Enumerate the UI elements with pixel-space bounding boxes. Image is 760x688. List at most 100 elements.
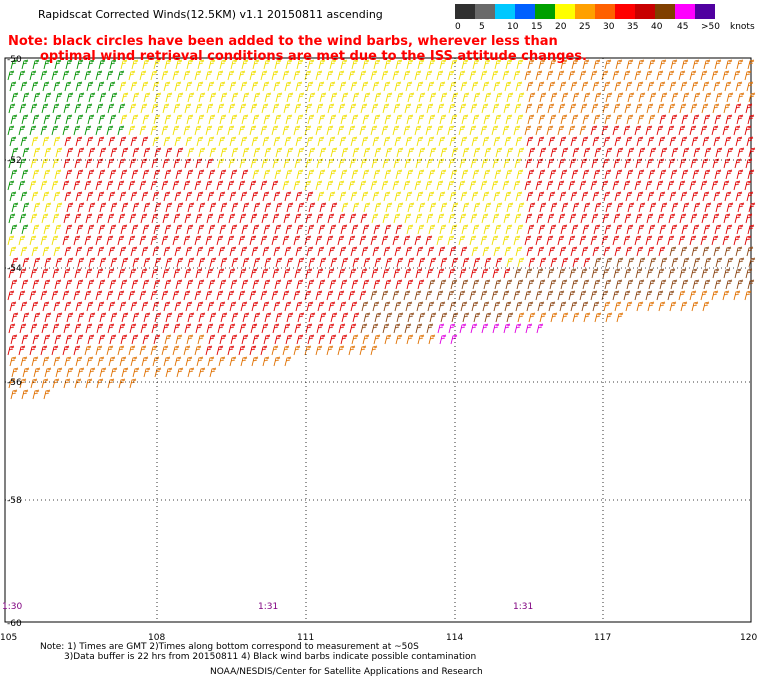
wind-barb bbox=[711, 125, 719, 136]
wind-barb bbox=[428, 59, 436, 70]
wind-barb bbox=[316, 323, 324, 334]
wind-barb bbox=[537, 246, 545, 257]
wind-barb bbox=[129, 378, 137, 389]
wind-barb bbox=[623, 70, 631, 81]
wind-barb bbox=[649, 92, 657, 103]
wind-barb bbox=[308, 257, 316, 268]
wind-barb bbox=[330, 147, 338, 158]
wind-barb bbox=[54, 59, 62, 70]
wind-barb bbox=[7, 70, 15, 81]
wind-barb bbox=[450, 114, 458, 125]
wind-barb bbox=[42, 301, 50, 312]
wind-barb bbox=[591, 268, 599, 279]
wind-barb bbox=[383, 191, 391, 202]
wind-barb bbox=[20, 246, 28, 257]
wind-barb bbox=[527, 279, 535, 290]
wind-barb bbox=[96, 158, 104, 169]
wind-barb bbox=[329, 279, 337, 290]
wind-barb bbox=[746, 136, 754, 147]
wind-barb bbox=[372, 136, 380, 147]
wind-barb bbox=[251, 356, 259, 367]
wind-barb bbox=[328, 136, 336, 147]
wind-barb bbox=[95, 70, 103, 81]
wind-barb bbox=[319, 147, 327, 158]
wind-barb bbox=[724, 136, 732, 147]
wind-barb bbox=[425, 70, 433, 81]
colorbar-label: 5 bbox=[479, 22, 485, 32]
wind-barb bbox=[9, 301, 17, 312]
wind-barb bbox=[692, 224, 700, 235]
wind-barb bbox=[625, 246, 633, 257]
wind-barb bbox=[317, 246, 325, 257]
wind-barb bbox=[251, 81, 259, 92]
wind-barb bbox=[473, 312, 481, 323]
wind-barb bbox=[143, 202, 151, 213]
wind-barb bbox=[198, 367, 206, 378]
wind-barb bbox=[184, 103, 192, 114]
wind-barb bbox=[316, 103, 324, 114]
wind-barb bbox=[439, 59, 447, 70]
wind-barb bbox=[460, 191, 468, 202]
wind-barb bbox=[154, 312, 162, 323]
wind-barb bbox=[293, 180, 301, 191]
wind-barb bbox=[548, 136, 556, 147]
wind-barb bbox=[271, 180, 279, 191]
wind-barb bbox=[86, 136, 94, 147]
wind-barb bbox=[121, 202, 129, 213]
wind-barb bbox=[338, 213, 346, 224]
wind-barb bbox=[22, 92, 30, 103]
wind-barb bbox=[526, 301, 534, 312]
wind-barb bbox=[480, 125, 488, 136]
wind-barb bbox=[569, 213, 577, 224]
wind-barb bbox=[315, 235, 323, 246]
wind-barb bbox=[307, 279, 315, 290]
wind-barb bbox=[297, 147, 305, 158]
wind-barb bbox=[163, 301, 171, 312]
colorbar-swatch bbox=[515, 4, 535, 19]
wind-barb bbox=[426, 103, 434, 114]
wind-barb bbox=[492, 158, 500, 169]
wind-barb bbox=[439, 279, 447, 290]
wind-barb bbox=[480, 70, 488, 81]
wind-barb bbox=[229, 191, 237, 202]
wind-barb bbox=[107, 103, 115, 114]
wind-barb bbox=[406, 279, 414, 290]
wind-barb bbox=[384, 59, 392, 70]
wind-barb bbox=[549, 114, 557, 125]
wind-barb bbox=[659, 114, 667, 125]
wind-barb bbox=[579, 70, 587, 81]
wind-barb bbox=[307, 334, 315, 345]
wind-barb bbox=[164, 114, 172, 125]
wind-barb bbox=[183, 290, 191, 301]
wind-barb bbox=[647, 191, 655, 202]
wind-barb bbox=[218, 191, 226, 202]
wind-barb bbox=[196, 356, 204, 367]
wind-barb bbox=[151, 323, 159, 334]
wind-barb bbox=[579, 290, 587, 301]
wind-barb bbox=[97, 81, 105, 92]
wind-barb bbox=[228, 213, 236, 224]
wind-barb bbox=[524, 290, 532, 301]
wind-barb bbox=[7, 235, 15, 246]
wind-barb bbox=[483, 59, 491, 70]
wind-barb bbox=[337, 290, 345, 301]
wind-barb bbox=[216, 235, 224, 246]
wind-barb bbox=[19, 103, 27, 114]
wind-barb bbox=[250, 268, 258, 279]
wind-barb bbox=[84, 235, 92, 246]
wind-barb bbox=[363, 147, 371, 158]
lat-label: -50 bbox=[7, 55, 22, 65]
wind-barb bbox=[495, 312, 503, 323]
wind-barb bbox=[260, 180, 268, 191]
wind-barb bbox=[249, 125, 257, 136]
wind-barb bbox=[438, 246, 446, 257]
wind-barb bbox=[165, 202, 173, 213]
wind-barb bbox=[130, 246, 138, 257]
wind-barb bbox=[612, 70, 620, 81]
wind-barb bbox=[297, 92, 305, 103]
wind-barb bbox=[524, 125, 532, 136]
wind-barb bbox=[21, 114, 29, 125]
wind-barb bbox=[219, 59, 227, 70]
wind-barb bbox=[382, 213, 390, 224]
wind-barb bbox=[19, 268, 27, 279]
